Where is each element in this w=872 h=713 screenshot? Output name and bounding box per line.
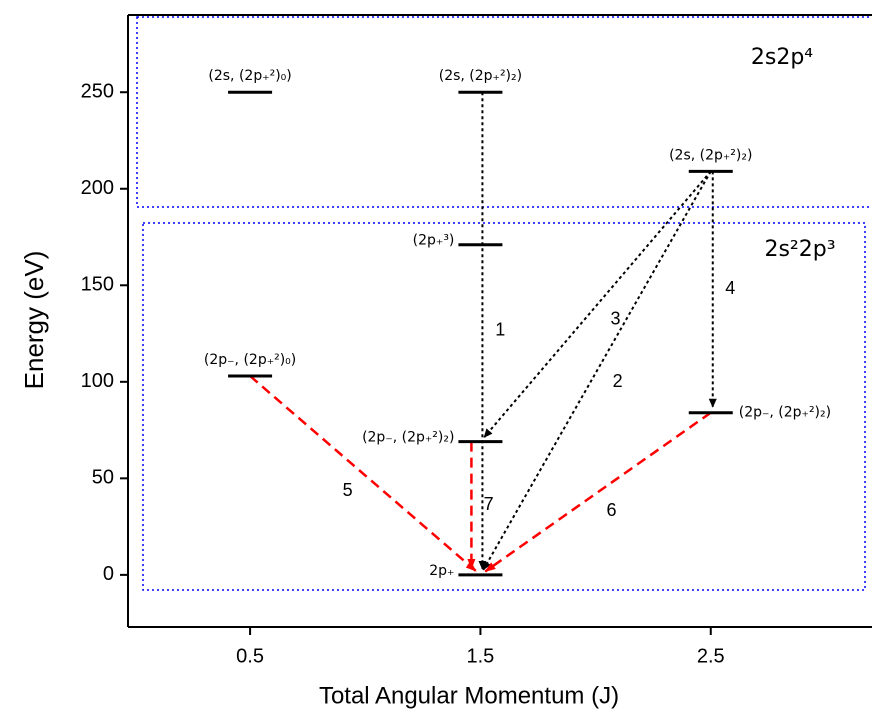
y-tick-label: 150: [81, 274, 114, 296]
transition-label: 2: [613, 371, 623, 391]
x-tick-label: 0.5: [236, 645, 264, 667]
transition-arrow: [249, 375, 477, 572]
transition-label: 5: [343, 480, 353, 500]
y-tick-label: 100: [81, 370, 114, 392]
transition-label: 1: [495, 319, 505, 339]
level-label: (2p₊³): [413, 233, 455, 249]
level-label: 2p₊: [429, 563, 454, 579]
y-tick-label: 50: [92, 467, 114, 489]
level-label: (2p₋, (2p₊²)₀): [204, 352, 296, 368]
transition-label: 6: [607, 500, 617, 520]
x-tick-label: 2.5: [697, 645, 725, 667]
y-axis-title: Energy (eV): [19, 251, 49, 390]
axes-frame: [127, 14, 872, 628]
y-tick-label: 250: [81, 81, 114, 103]
transition-arrow: [484, 411, 712, 573]
transition-label: 7: [484, 494, 494, 514]
group-box: [136, 16, 872, 208]
transition-arrow: [482, 170, 712, 571]
level-label: (2p₋, (2p₊²)₂): [362, 430, 454, 446]
transition-label: 4: [725, 278, 735, 298]
group-box: [142, 222, 866, 591]
level-label: (2p₋, (2p₊²)₂): [739, 405, 831, 421]
group-label: 2s²2p³: [764, 237, 835, 262]
y-tick-label: 0: [103, 563, 114, 585]
y-tick-label: 200: [81, 177, 114, 199]
transition-label: 3: [610, 308, 620, 328]
x-axis-title: Total Angular Momentum (J): [319, 682, 619, 709]
level-label: (2s, (2p₊²)₂): [439, 68, 522, 84]
level-label: (2s, (2p₊²)₂): [669, 147, 752, 163]
x-tick-label: 1.5: [467, 645, 495, 667]
transition-arrow: [483, 170, 712, 438]
level-label: (2s, (2p₊²)₀): [208, 68, 291, 84]
group-label: 2s2p⁴: [751, 45, 813, 70]
